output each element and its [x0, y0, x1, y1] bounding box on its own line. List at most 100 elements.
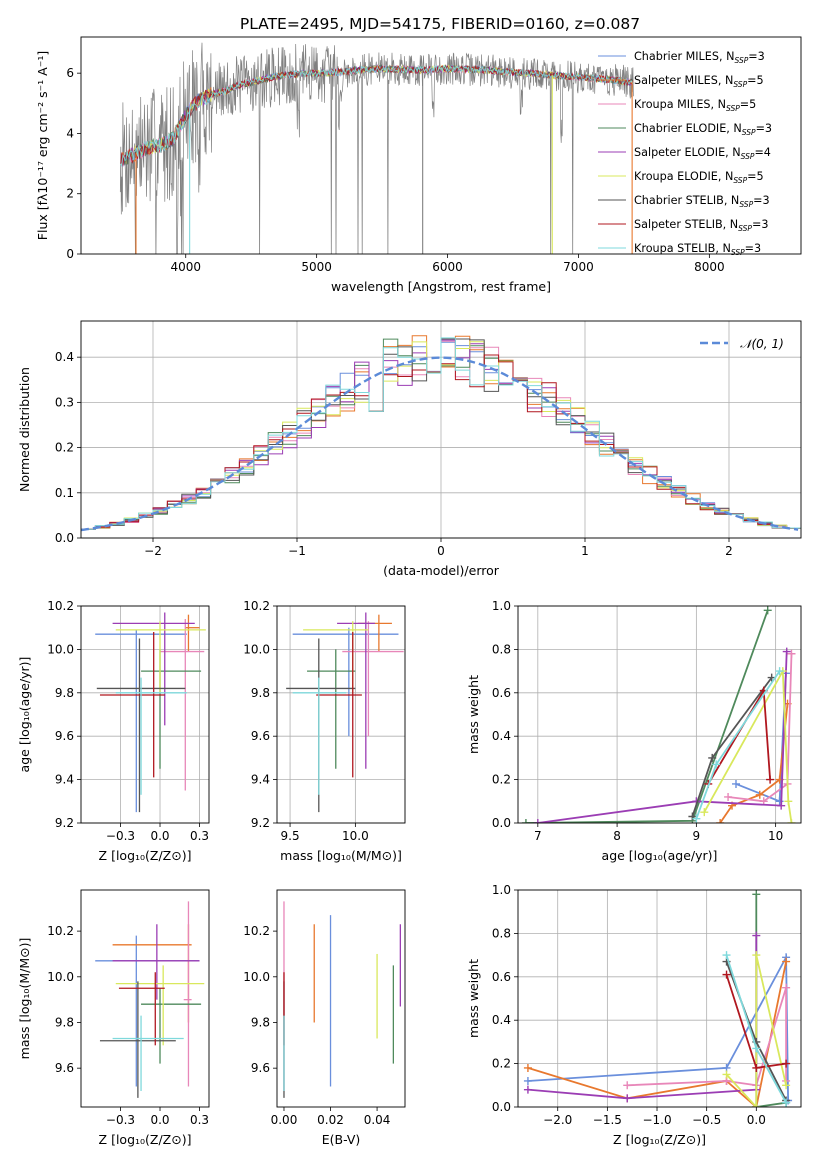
- weight-point-kroupa-stelib: [722, 951, 731, 960]
- y-tick-label: 1.0: [492, 883, 511, 897]
- age-vs-mass-plot-area: [286, 612, 404, 813]
- x-tick-label: −2.0: [543, 1113, 572, 1127]
- x-tick-label: 7: [534, 829, 542, 843]
- age-vs-mass-chart: 9.5 10.0 9.2 9.4 9.6 9.8 10.0 10.2 mass [log₁₀(M…: [243, 599, 406, 863]
- x-tick-label: 0.02: [317, 1113, 344, 1127]
- y-tick-label: 0.0: [492, 1100, 511, 1114]
- x-tick-label: 0.04: [364, 1113, 391, 1127]
- y-tick-label: 9.8: [251, 686, 270, 700]
- y-axis-label: Flux [fλ10⁻¹⁷ erg cm⁻² s⁻¹ A⁻¹]: [35, 51, 50, 240]
- weight-point-kroupa-miles: [782, 983, 791, 992]
- residuals-chart: −2 −1 0 1 2 0.0 0.1 0.2 0.3 0.4 (data-model)/error…: [17, 320, 802, 578]
- weight-point-kroupa-elodie: [787, 819, 796, 823]
- y-tick-label: 10.0: [243, 970, 270, 984]
- y-tick-label: 9.2: [251, 816, 270, 830]
- x-tick-label: 4000: [170, 260, 201, 274]
- model-spectrum-line-kroupa-stelib: [120, 65, 634, 167]
- x-tick-label: 9: [693, 829, 701, 843]
- y-axis-label: mass weight: [466, 959, 481, 1038]
- weight-point-salpeter-elodie: [752, 931, 761, 940]
- mass-vs-ebv-plot-area: [283, 901, 401, 1098]
- y-tick-label: 10.2: [243, 924, 270, 938]
- legend-label-salpeter-elodie: Salpeter ELODIE, NSSP=4: [634, 146, 771, 161]
- weight-point-salpeter-elodie: [623, 1094, 632, 1103]
- weight-vs-Z-plot-area: [523, 890, 793, 1107]
- x-tick-label: 7000: [563, 260, 594, 274]
- x-tick-label: 8: [613, 829, 621, 843]
- legend-label-salpeter-stelib: Salpeter STELIB, NSSP=3: [634, 218, 768, 233]
- weight-point-salpeter-stelib: [722, 970, 731, 979]
- y-tick-label: 0.2: [55, 441, 74, 455]
- y-tick-label: 9.4: [55, 773, 74, 787]
- x-tick-label: 0.0: [150, 829, 169, 843]
- weight-point-chabrier-elodie: [521, 819, 530, 823]
- x-tick-label: 10: [768, 829, 783, 843]
- x-tick-label: 0.3: [190, 1113, 209, 1127]
- x-tick-label: −0.3: [106, 1113, 135, 1127]
- age-vs-Z-chart: −0.3 0.0 0.3 9.2 9.4 9.6 9.8 10.0 10.2 Z [log₁₀(Z…: [17, 599, 210, 863]
- weight-point-chabrier-miles: [731, 779, 740, 788]
- y-tick-label: 9.6: [251, 1061, 270, 1075]
- y-axis-label: mass [log₁₀(M/M⊙)]: [17, 938, 32, 1060]
- x-tick-label: 1: [581, 544, 589, 558]
- y-tick-label: 0.8: [492, 642, 511, 656]
- y-tick-label: 9.6: [251, 729, 270, 743]
- y-tick-label: 0.6: [492, 686, 511, 700]
- y-tick-label: 10.2: [243, 599, 270, 613]
- axes-frame: [517, 889, 802, 1108]
- y-tick-label: 1.0: [492, 599, 511, 613]
- weight-point-kroupa-elodie: [784, 797, 793, 806]
- weight-point-kroupa-miles: [787, 649, 796, 658]
- weight-line-kroupa-elodie: [703, 667, 793, 823]
- weight-vs-age-plot-area: [521, 606, 796, 823]
- x-tick-label: 0.00: [271, 1113, 298, 1127]
- weight-point-salpeter-stelib: [782, 1059, 791, 1068]
- weight-point-kroupa-stelib: [752, 1044, 761, 1053]
- y-tick-label: 9.6: [55, 729, 74, 743]
- weight-point-kroupa-elodie: [782, 1081, 791, 1090]
- weight-point-kroupa-elodie: [752, 1103, 761, 1107]
- legend-label-kroupa-miles: Kroupa MILES, NSSP=5: [634, 98, 756, 113]
- x-axis-label: wavelength [Angstrom, rest frame]: [331, 279, 551, 294]
- x-axis-label: Z [log₁₀(Z/Z⊙)]: [613, 1132, 706, 1147]
- spectrum-chart: 4000 5000 6000 7000 8000 0 2 4 6 wavelength [Angs…: [35, 36, 802, 294]
- weight-point-kroupa-stelib: [775, 667, 784, 676]
- axes-frame: [276, 889, 406, 1108]
- x-axis-label: (data-model)/error: [383, 563, 500, 578]
- weight-point-chabrier-miles: [775, 797, 784, 806]
- weight-point-salpeter-stelib: [752, 1063, 761, 1072]
- mass-vs-Z-chart: −0.3 0.0 0.3 9.6 9.8 10.0 10.2 Z [log₁₀(Z/Z⊙)] m…: [17, 889, 210, 1147]
- spectrum-legend: Chabrier MILES, NSSP=3 Salpeter MILES, NS…: [598, 50, 772, 257]
- histogram-step-kroupa-stelib: [81, 337, 801, 530]
- weight-vs-Z-chart: −2.0 −1.5 −1.0 −0.5 0.0 0.0 0.2 0.4 0.6 0.8 1.0 Z […: [466, 883, 802, 1147]
- y-tick-label: 0: [66, 247, 74, 261]
- charts-layer: 4000 5000 6000 7000 8000 0 2 4 6 wavelength [Angs…: [17, 36, 802, 1147]
- age-vs-Z-plot-area: [95, 612, 206, 813]
- y-tick-label: 0.4: [492, 1013, 511, 1027]
- y-axis-label: age [log₁₀(age/yr)]: [17, 657, 32, 773]
- y-tick-label: 6: [66, 66, 74, 80]
- x-axis-label: Z [log₁₀(Z/Z⊙)]: [99, 848, 192, 863]
- y-tick-label: 10.0: [243, 642, 270, 656]
- weight-vs-age-chart: 7 8 9 10 0.0 0.2 0.4 0.6 0.8 1.0 age [log₁₀(age/yr…: [466, 599, 802, 863]
- y-tick-label: 2: [66, 187, 74, 201]
- x-tick-label: 5000: [301, 260, 332, 274]
- y-tick-label: 10.2: [47, 924, 74, 938]
- x-tick-label: 8000: [694, 260, 725, 274]
- gaussian-curve: [81, 356, 799, 532]
- mass-vs-ebv-chart: 0.00 0.02 0.04 9.6 9.8 10.0 10.2 E(B-V): [243, 889, 406, 1147]
- legend-label-chabrier-elodie: Chabrier ELODIE, NSSP=3: [634, 122, 772, 137]
- weight-point-salpeter-elodie: [523, 1085, 532, 1094]
- legend-label-salpeter-miles: Salpeter MILES, NSSP=5: [634, 74, 764, 89]
- y-tick-label: 9.4: [251, 773, 270, 787]
- weight-point-salpeter-stelib: [766, 775, 775, 784]
- legend-label-kroupa-elodie: Kroupa ELODIE, NSSP=5: [634, 170, 764, 185]
- weight-point-kroupa-elodie: [752, 951, 761, 960]
- y-tick-label: 0.6: [492, 970, 511, 984]
- y-tick-label: 10.0: [47, 642, 74, 656]
- y-tick-label: 0.4: [55, 350, 74, 364]
- weight-point-chabrier-stelib: [708, 753, 717, 762]
- axes-frame: [276, 605, 406, 824]
- y-tick-label: 10.2: [47, 599, 74, 613]
